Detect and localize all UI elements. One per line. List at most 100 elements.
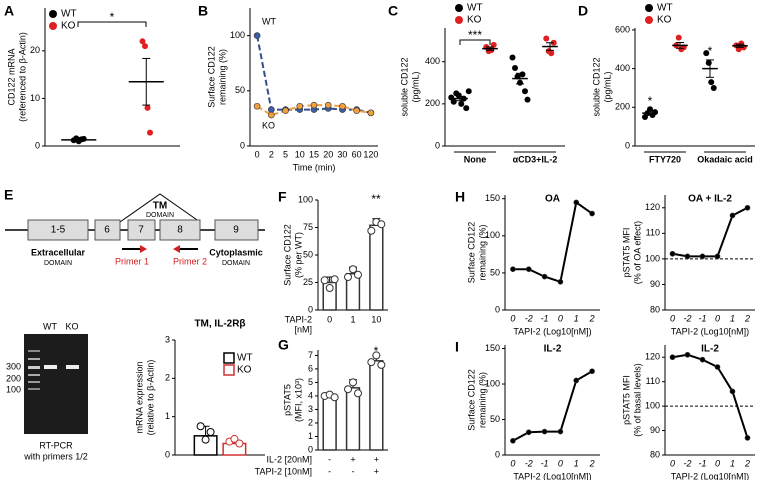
data-point [235, 439, 244, 448]
panel-label: D [578, 3, 588, 19]
y-tick-label: 0 [495, 304, 500, 314]
line [672, 353, 749, 439]
data-point [548, 50, 555, 57]
marker [268, 111, 275, 119]
x-tick-label: -2 [683, 458, 691, 468]
data-point [344, 385, 352, 394]
y-tick-label: 90 [650, 425, 660, 435]
data-point [344, 273, 352, 281]
primer-arrowhead [140, 245, 147, 253]
x-tick-label: 60 [352, 149, 362, 159]
legend-swatch [223, 352, 235, 364]
domain-label: TM [153, 201, 167, 212]
y-tick-label: 25 [303, 277, 313, 287]
data-point [206, 428, 215, 436]
y-tick-label: 6 [308, 363, 313, 373]
y-tick-label: 0 [435, 140, 440, 150]
significance-bracket [459, 39, 491, 45]
data-point [320, 276, 329, 285]
data-point [543, 35, 550, 42]
marker [684, 253, 691, 260]
data-point [230, 434, 239, 443]
y-tick-label: 0 [165, 449, 170, 459]
y-tick-label: 20 [30, 45, 40, 55]
data-point [354, 270, 362, 279]
legend-label: KO [237, 365, 252, 376]
marker [541, 428, 548, 435]
data-point [142, 43, 148, 50]
chart-title: OA + IL-2 [688, 194, 732, 205]
y-tick-label: 600 [615, 24, 630, 34]
legend-label: KO [467, 15, 482, 26]
y-tick-label: 110 [646, 228, 660, 238]
x-tick-label: 120 [363, 149, 378, 159]
category-label: 10 [371, 314, 381, 324]
x-tick-label: 1 [730, 313, 735, 323]
ladder-label: 100 [6, 384, 21, 394]
marker [339, 102, 346, 110]
significance: ** [371, 192, 381, 206]
legend-label: KO [61, 21, 76, 32]
series-label: WT [262, 16, 276, 26]
y-tick-label: 80 [650, 304, 660, 314]
x-tick-label: 2 [744, 458, 750, 468]
marker [699, 253, 706, 260]
y-tick-label: 150 [485, 343, 500, 353]
x-tick-label: -1 [698, 313, 706, 323]
row-label: TAPI-2 [10nM] [255, 466, 312, 476]
y-axis-label: remaining (%) [477, 224, 487, 280]
y-tick-label: 100 [645, 253, 660, 263]
row-value: + [374, 454, 379, 464]
x-tick-label: 0 [715, 458, 720, 468]
x-tick-label: 0 [510, 313, 515, 323]
data-point [703, 50, 710, 57]
x-tick-label: -2 [683, 313, 691, 323]
data-point [524, 96, 531, 103]
data-point [325, 284, 334, 292]
bar [369, 360, 384, 451]
x-axis-label: TAPI-2 (Log10[nM]) [671, 471, 749, 480]
line [256, 35, 372, 114]
y-axis-label: Surface CD122 [206, 46, 216, 108]
y-tick-label: 2 [165, 373, 170, 383]
data-point [330, 275, 339, 284]
data-point [465, 88, 472, 95]
marker [669, 354, 676, 361]
x-axis-label: TAPI-2 [285, 314, 312, 324]
x-axis-label: Time (min) [293, 162, 336, 172]
x-tick-label: 0 [558, 458, 563, 468]
exon-label: 7 [138, 225, 144, 236]
marker [729, 212, 736, 219]
y-axis-label: (MFI, x10³) [293, 378, 303, 422]
x-axis-label: TAPI-2 (Log10[nM]) [513, 326, 591, 336]
y-tick-label: 75 [303, 222, 313, 232]
bar [345, 272, 361, 311]
marker [744, 204, 751, 211]
data-point [509, 54, 516, 61]
marker [253, 32, 261, 39]
x-tick-label: 2 [744, 313, 750, 323]
x-tick-label: -1 [698, 458, 706, 468]
line [256, 104, 372, 117]
exon [159, 219, 201, 241]
y-tick-label: 50 [490, 414, 500, 424]
chart-title: IL-2 [544, 344, 562, 355]
panel-label: I [455, 339, 459, 355]
panel-label: C [388, 3, 398, 19]
significance: * [648, 94, 653, 108]
marker [324, 101, 332, 109]
x-tick-label: -1 [541, 458, 549, 468]
domain-label: Extracellular [31, 247, 86, 257]
panel-label: B [198, 3, 208, 19]
marker [589, 210, 595, 217]
legend-swatch [223, 364, 235, 376]
gel: WT KO 300 200 100 RT-PCR with primers 1/… [6, 321, 88, 461]
marker [573, 377, 580, 384]
y-axis-label: CD122 mRNA [6, 48, 16, 105]
y-tick-label: 3 [165, 334, 170, 344]
y-tick-label: 100 [645, 400, 660, 410]
y-tick-label: 0 [240, 140, 245, 150]
category-label: FTY720 [649, 154, 681, 164]
primer-label: Primer 1 [115, 256, 149, 266]
significance: * [374, 344, 379, 358]
